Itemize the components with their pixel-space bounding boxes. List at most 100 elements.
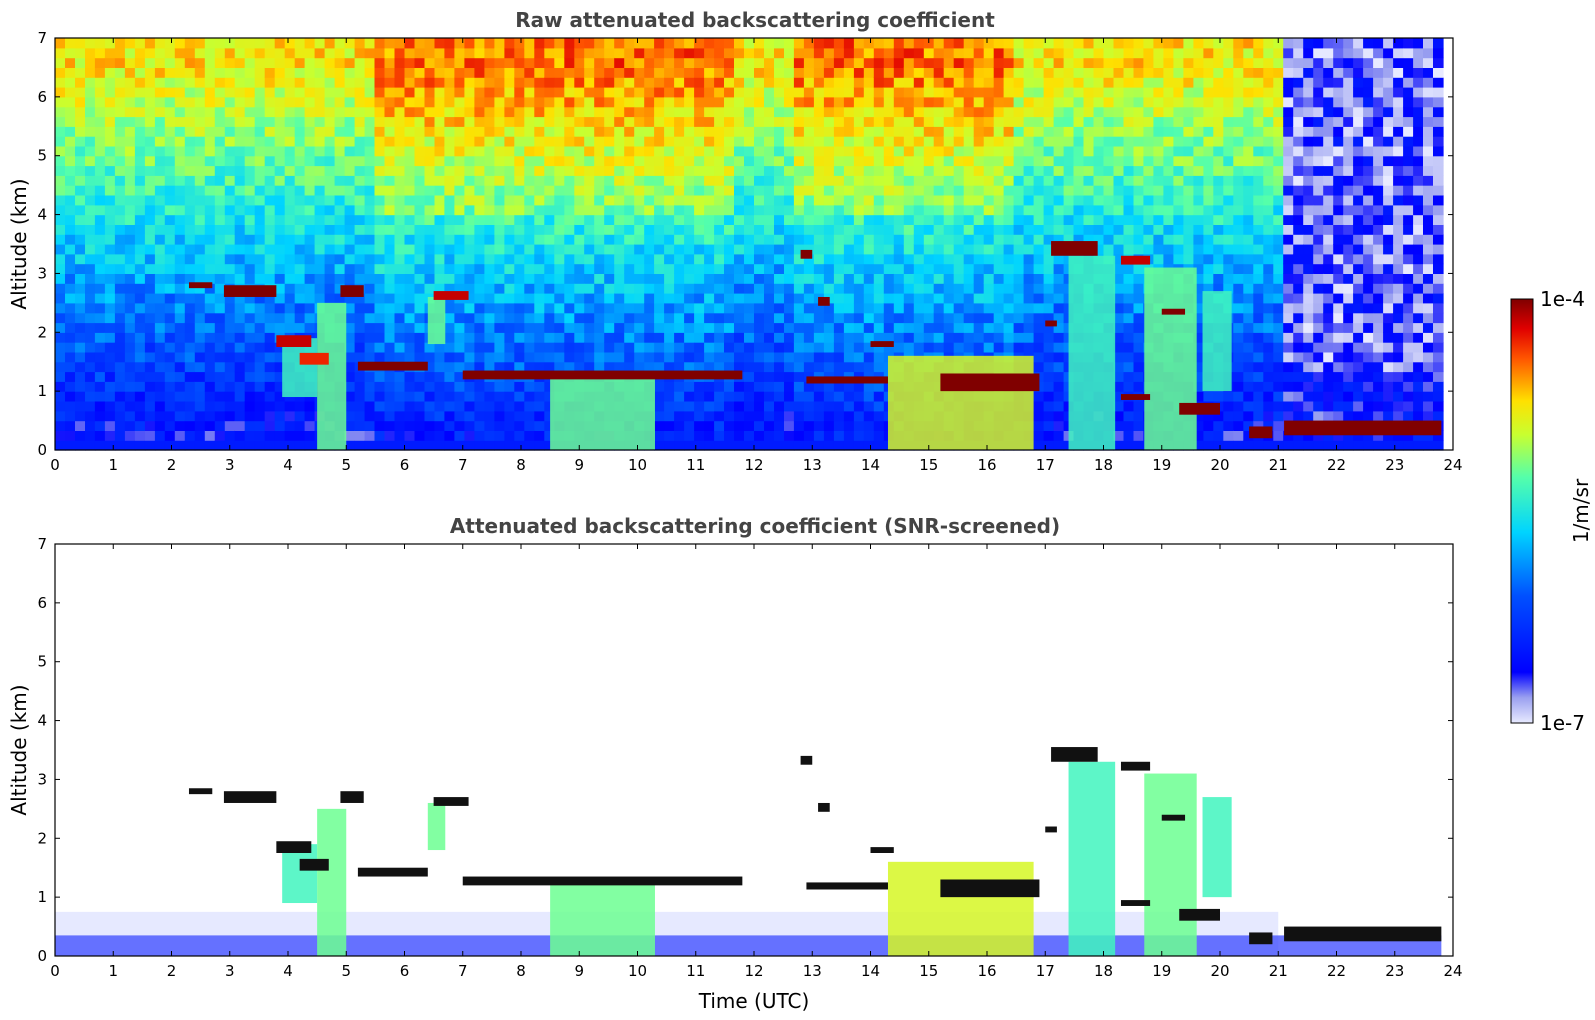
noise-cell (334, 283, 346, 294)
noise-cell (444, 155, 455, 167)
noise-cell (704, 332, 715, 343)
noise-cell (863, 185, 875, 196)
noise-cell (843, 165, 855, 176)
noise-cell (104, 410, 116, 422)
noise-cell (943, 185, 955, 196)
noise-cell (114, 77, 126, 88)
noise-cell (144, 116, 156, 127)
noise-cell (674, 420, 685, 431)
noise-cell (724, 165, 735, 176)
noise-cell (1003, 273, 1015, 284)
noise-cell (224, 116, 236, 127)
noise-cell (664, 273, 675, 284)
noise-cell (983, 38, 995, 49)
noise-cell (124, 165, 136, 176)
noise-cell (244, 244, 256, 255)
noise-cell (913, 293, 925, 304)
noise-cell (114, 214, 126, 225)
noise-cell (1173, 195, 1184, 206)
noise-cell (174, 214, 186, 225)
noise-cell (724, 106, 735, 118)
noise-cell (973, 47, 985, 59)
noise-cell (474, 136, 485, 147)
noise-cell (394, 47, 406, 59)
noise-cell (564, 332, 575, 343)
noise-cell (484, 185, 495, 196)
noise-cell (214, 224, 226, 235)
noise-cell (75, 234, 86, 245)
noise-cell (793, 145, 805, 157)
noise-cell (654, 420, 665, 431)
noise-cell (1053, 234, 1065, 245)
noise-cell (594, 175, 605, 186)
noise-cell (344, 273, 356, 284)
noise-cell (784, 116, 795, 127)
noise-cell (144, 420, 156, 431)
noise-cell (674, 96, 685, 108)
noise-cell (694, 87, 705, 98)
noise-cell (853, 175, 865, 186)
noise-cell (933, 322, 945, 333)
noise-cell (843, 440, 855, 451)
noise-cell (454, 204, 465, 216)
noise-cell (104, 136, 116, 147)
noise-cell (784, 332, 795, 343)
noise-cell (264, 57, 276, 68)
noise-cell (544, 57, 555, 68)
noise-cell (224, 420, 236, 431)
noise-cell (524, 401, 535, 412)
noise-cell (634, 175, 645, 186)
noise-cell (134, 440, 146, 451)
noise-cell (344, 322, 356, 333)
noise-cell (614, 234, 625, 245)
noise-cell (224, 195, 236, 206)
noise-cell (75, 214, 86, 225)
noise-cell (684, 391, 695, 402)
noise-cell (324, 195, 336, 206)
noise-cell (694, 253, 705, 265)
noise-cell (973, 322, 985, 333)
noise-cell (714, 283, 725, 294)
noise-cell (1093, 155, 1105, 167)
noise-cell (704, 67, 715, 78)
noise-cell (644, 214, 655, 225)
noise-cell (823, 253, 835, 265)
noise-cell (344, 361, 356, 373)
noise-cell (1043, 351, 1055, 363)
noise-cell (294, 273, 306, 284)
noise-cell (704, 155, 715, 167)
noise-cell (1083, 77, 1095, 88)
noise-cell (863, 87, 875, 98)
noise-cell (823, 185, 835, 196)
noise-cell (1163, 67, 1174, 78)
noise-cell (504, 67, 515, 78)
noise-cell (574, 57, 585, 68)
noise-cell (294, 293, 306, 304)
noise-cell (144, 185, 156, 196)
noise-cell (454, 371, 465, 382)
noise-cell (694, 214, 705, 225)
noise-cell (744, 234, 755, 245)
noise-cell (754, 253, 765, 265)
noise-cell (1023, 77, 1035, 88)
noise-cell (684, 401, 695, 412)
noise-cell (264, 273, 276, 284)
noise-cell (184, 410, 196, 422)
noise-cell (244, 116, 256, 127)
noise-cell (1043, 420, 1055, 431)
noise-cell (174, 57, 186, 68)
noise-cell (444, 322, 455, 333)
noise-cell (893, 312, 905, 324)
noise-cell (444, 430, 455, 441)
noise-cell (494, 293, 505, 304)
noise-cell (1203, 136, 1214, 147)
noise-cell (793, 195, 805, 206)
noise-cell (833, 391, 845, 402)
noise-cell (254, 234, 266, 245)
noise-cell (953, 67, 965, 78)
noise-cell (304, 126, 316, 137)
noise-cell (414, 430, 426, 441)
noise-cell (55, 67, 66, 78)
noise-cell (494, 351, 505, 363)
noise-cell (913, 283, 925, 294)
